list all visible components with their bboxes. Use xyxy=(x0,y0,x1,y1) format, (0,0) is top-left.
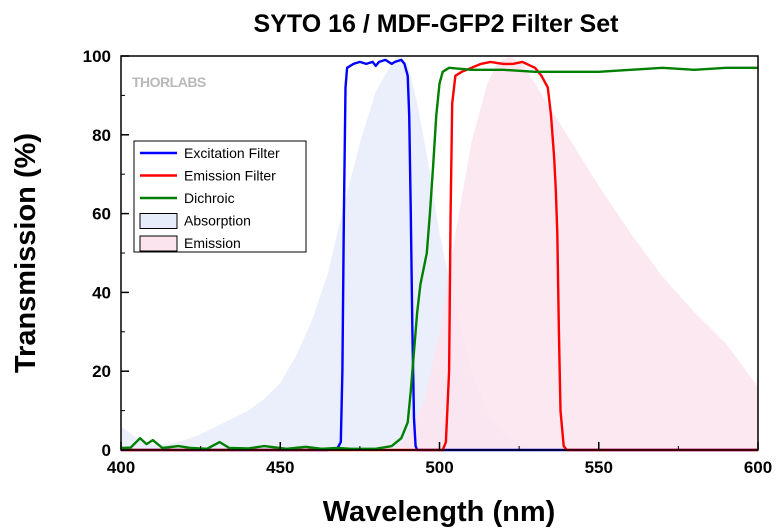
legend-label: Emission xyxy=(184,235,241,251)
y-axis: 0 20 40 60 80 100 xyxy=(83,47,129,460)
y-tick-label: 40 xyxy=(92,283,111,302)
legend-label: Emission Filter xyxy=(184,168,276,184)
series-absorption-area xyxy=(121,56,758,450)
y-tick-label: 0 xyxy=(102,441,111,460)
series-excitation-filter-line xyxy=(121,58,758,452)
x-tick-label: 550 xyxy=(585,458,613,477)
line-layer xyxy=(120,58,758,452)
legend-item-absorption: Absorption xyxy=(139,213,251,229)
legend-item-dichroic: Dichroic xyxy=(140,190,235,206)
legend-label: Dichroic xyxy=(184,190,235,206)
y-tick-label: 100 xyxy=(83,47,111,66)
chart-title: SYTO 16 / MDF-GFP2 Filter Set xyxy=(254,10,620,38)
watermark-logo: THORLABS xyxy=(132,74,206,90)
legend-swatch xyxy=(139,213,178,229)
x-axis-title: Wavelength (nm) xyxy=(323,496,556,528)
legend-item-emission-filter: Emission Filter xyxy=(140,168,276,184)
legend-box xyxy=(133,140,307,253)
legend-label: Absorption xyxy=(184,213,251,229)
legend-item-excitation-filter: Excitation Filter xyxy=(140,145,280,161)
x-axis: 400 450 500 550 600 xyxy=(107,442,772,477)
legend-item-emission: Emission xyxy=(139,235,241,252)
legend-swatch xyxy=(139,235,178,252)
series-emission-area xyxy=(121,56,758,450)
series-dichroic-line xyxy=(120,66,758,450)
y-tick-label: 60 xyxy=(92,205,111,224)
legend-label: Excitation Filter xyxy=(184,145,280,161)
x-tick-label: 400 xyxy=(107,458,135,477)
plot-area: THORLABS 400 450 500 550 600 0 20 40 60 80 100 xyxy=(83,47,773,477)
area-layer xyxy=(121,56,758,450)
y-tick-label: 80 xyxy=(92,126,111,145)
x-tick-label: 500 xyxy=(425,458,453,477)
y-tick-label: 20 xyxy=(92,362,111,381)
x-tick-label: 450 xyxy=(266,458,294,477)
x-tick-label: 600 xyxy=(744,458,772,477)
series-emission-filter-line xyxy=(121,60,758,452)
y-axis-title: Transmission (%) xyxy=(10,133,42,373)
legend: Excitation Filter Emission Filter Dichroic… xyxy=(133,140,307,253)
